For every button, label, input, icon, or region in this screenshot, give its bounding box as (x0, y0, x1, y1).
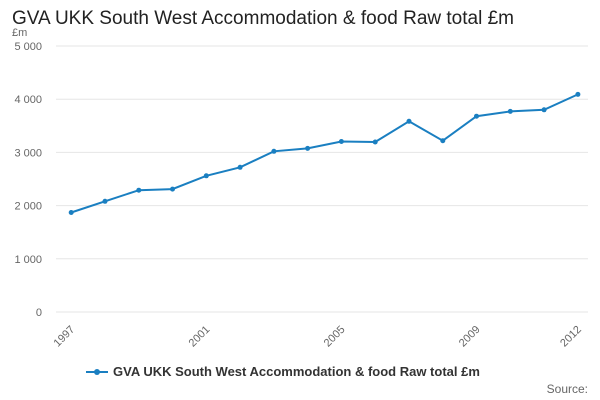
data-point (541, 107, 547, 113)
data-point (440, 138, 446, 144)
data-point (575, 91, 581, 97)
data-point (406, 118, 412, 124)
data-point (338, 139, 344, 144)
data-point (271, 148, 277, 154)
data-point (203, 173, 209, 179)
data-point (305, 145, 311, 151)
data-point (237, 164, 243, 170)
y-tick-label: 2 000 (14, 201, 42, 213)
series-line (70, 93, 579, 214)
series-layer (68, 91, 581, 215)
gridlines (56, 45, 588, 313)
chart-title: GVA UKK South West Accommodation & food … (12, 8, 514, 29)
x-axis-tick-labels: 1997 2001 2005 2009 2012 (52, 324, 584, 350)
y-axis-tick-labels: 0 1 000 2 000 3 000 4 000 5 000 (14, 41, 42, 319)
x-tick-label: 1997 (52, 324, 78, 350)
y-axis-label: £m (12, 27, 27, 39)
y-tick-label: 0 (36, 307, 42, 319)
x-tick-label: 2009 (457, 324, 483, 350)
x-tick-label: 2012 (558, 324, 584, 350)
y-tick-label: 3 000 (14, 147, 42, 159)
x-tick-label: 2001 (187, 324, 213, 350)
data-point (474, 113, 479, 119)
legend[interactable]: GVA UKK South West Accommodation & food … (86, 364, 480, 379)
data-point (102, 198, 108, 204)
data-point (372, 139, 378, 145)
legend-swatch-icon (86, 367, 108, 377)
data-point (68, 210, 74, 215)
source-label: Source: (546, 382, 588, 396)
legend-label: GVA UKK South West Accommodation & food … (113, 364, 480, 379)
data-point (507, 108, 513, 114)
y-tick-label: 5 000 (14, 41, 42, 53)
y-tick-label: 4 000 (14, 94, 42, 106)
y-tick-label: 1 000 (14, 254, 42, 266)
x-tick-label: 2005 (322, 324, 348, 350)
data-point (170, 186, 175, 192)
data-point (136, 187, 142, 193)
